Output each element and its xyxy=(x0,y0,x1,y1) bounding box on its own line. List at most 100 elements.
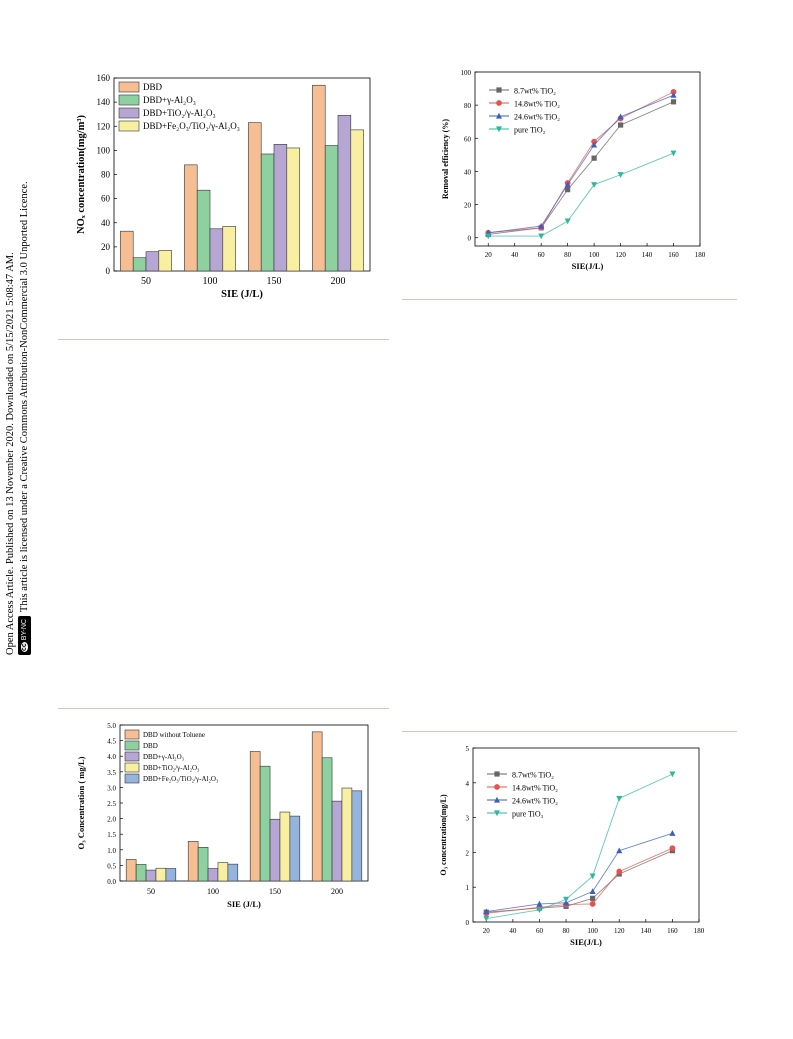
legend-label: 24.6wt% TiO₂ xyxy=(512,797,558,806)
y-tick-label: 1.5 xyxy=(107,831,116,839)
legend-label: 14.8wt% TiO₂ xyxy=(514,100,560,109)
bar xyxy=(158,250,172,272)
data-point xyxy=(616,795,623,802)
bar xyxy=(337,115,352,272)
legend-label: DBD xyxy=(143,82,163,92)
y-tick-label: 40 xyxy=(464,168,472,176)
data-point xyxy=(670,150,677,157)
bar xyxy=(289,815,301,882)
data-point xyxy=(591,155,597,161)
bar xyxy=(197,847,209,882)
data-point xyxy=(616,868,623,875)
x-tick-label: 40 xyxy=(509,927,516,935)
bar xyxy=(311,731,323,882)
bar xyxy=(135,864,147,882)
y-tick-label: 4.0 xyxy=(107,753,116,761)
divider-rule xyxy=(58,339,389,340)
legend-marker xyxy=(496,87,502,93)
bar xyxy=(312,84,326,272)
series-line xyxy=(486,850,673,913)
bar xyxy=(279,811,291,882)
x-axis-label: SIE(J/L) xyxy=(570,937,602,947)
bar xyxy=(120,230,134,272)
legend-marker xyxy=(496,100,502,106)
data-point xyxy=(538,233,545,240)
y-axis-label: O₃ Concentration ( mg/L) xyxy=(76,756,86,849)
y-tick-label: 120 xyxy=(97,121,111,131)
y-tick-label: 3.0 xyxy=(107,784,116,792)
data-point xyxy=(669,771,676,778)
legend-swatch xyxy=(124,740,140,751)
data-point xyxy=(669,830,676,836)
x-tick-label: 50 xyxy=(147,887,155,896)
legend-label: 14.8wt% TiO₂ xyxy=(512,784,558,793)
x-tick-label: 50 xyxy=(141,276,151,287)
chart-o3-bar-svg: 0.0 0.5 1.0 1.5 2.0 2.5 3.0 3.5 4.0 4.5 5.0 50 100 15… xyxy=(76,722,369,909)
legend-marker xyxy=(496,112,502,119)
legend-label: DBD+γ-Al₂O₃ xyxy=(143,95,196,105)
bar xyxy=(259,765,271,882)
chart-nox-svg: 0 20 40 60 80 100 120 140 160 50 100 150 200 SIE (J/L… xyxy=(76,73,371,300)
bar xyxy=(217,862,229,882)
x-tick-label: 100 xyxy=(587,927,598,935)
sidebar-line-2: ccBY-NC This article is licensed under a … xyxy=(18,0,32,655)
bar xyxy=(249,751,261,882)
series-line xyxy=(488,152,674,237)
y-tick-label: 80 xyxy=(101,170,111,180)
legend-swatch xyxy=(124,729,140,740)
y-tick-label: 1.0 xyxy=(107,847,116,855)
divider-rule xyxy=(402,731,737,732)
bar xyxy=(196,189,211,272)
y-tick-label: 5.0 xyxy=(107,722,116,730)
legend-label: DBD xyxy=(143,742,158,750)
x-tick-label: 180 xyxy=(695,251,706,259)
data-point xyxy=(565,187,571,193)
x-tick-label: 120 xyxy=(615,251,626,259)
bar xyxy=(260,153,275,272)
chart-nox-bar: 0 20 40 60 80 100 120 140 160 50 100 150 200 SIE (J/L… xyxy=(60,62,380,307)
data-point xyxy=(564,181,571,188)
data-point xyxy=(589,901,596,907)
x-tick-label: 40 xyxy=(511,251,519,259)
legend-label: DBD+TiO₂/γ-Al₂O₃ xyxy=(143,764,200,772)
bar xyxy=(207,868,219,882)
x-tick-label: 180 xyxy=(694,927,705,935)
series-line xyxy=(486,773,673,919)
y-tick-label: 160 xyxy=(97,73,111,83)
x-tick-label: 200 xyxy=(331,276,346,287)
y-tick-label: 0 xyxy=(106,266,111,276)
cc-license-badge-icon: ccBY-NC xyxy=(18,616,32,655)
license-sidebar: Open Access Article. Published on 13 Nov… xyxy=(4,0,48,655)
x-axis-label: SIE(J/L) xyxy=(572,261,604,271)
chart-removal-line: 20 40 60 80 100 120 140 160 180 0 20 40 60 80 100 SIE(J… xyxy=(430,62,710,282)
y-axis-label: Removal efficiency (%) xyxy=(441,119,450,199)
x-tick-label: 100 xyxy=(589,251,600,259)
x-axis-label: SIE (J/L) xyxy=(227,899,261,909)
legend-label: pure TiO₃ xyxy=(512,810,544,819)
bar xyxy=(321,757,333,882)
legend-marker xyxy=(494,771,500,777)
bar xyxy=(187,841,199,882)
series-line xyxy=(488,91,674,234)
y-tick-label: 5 xyxy=(466,745,470,753)
divider-rule xyxy=(402,299,737,300)
legend-swatch xyxy=(124,773,140,784)
bar xyxy=(145,251,160,272)
data-point xyxy=(670,92,677,98)
legend-swatch xyxy=(124,762,140,773)
x-tick-label: 160 xyxy=(668,251,679,259)
x-tick-label: 20 xyxy=(483,927,491,935)
bar xyxy=(331,800,343,882)
data-point xyxy=(536,907,543,914)
data-point xyxy=(483,908,490,915)
data-point xyxy=(563,896,570,903)
y-tick-label: 100 xyxy=(461,69,472,77)
data-point xyxy=(616,847,623,854)
legend-label: DBD+γ-Al₂O₃ xyxy=(143,753,185,761)
chart-o3-bar: 0.0 0.5 1.0 1.5 2.0 2.5 3.0 3.5 4.0 4.5 5.0 50 100 15… xyxy=(60,718,380,913)
bar xyxy=(209,228,224,272)
y-tick-label: 3.5 xyxy=(107,769,116,777)
series-line xyxy=(488,101,674,235)
data-point xyxy=(591,141,598,148)
legend-label: 8.7wt% TiO₂ xyxy=(512,771,554,780)
